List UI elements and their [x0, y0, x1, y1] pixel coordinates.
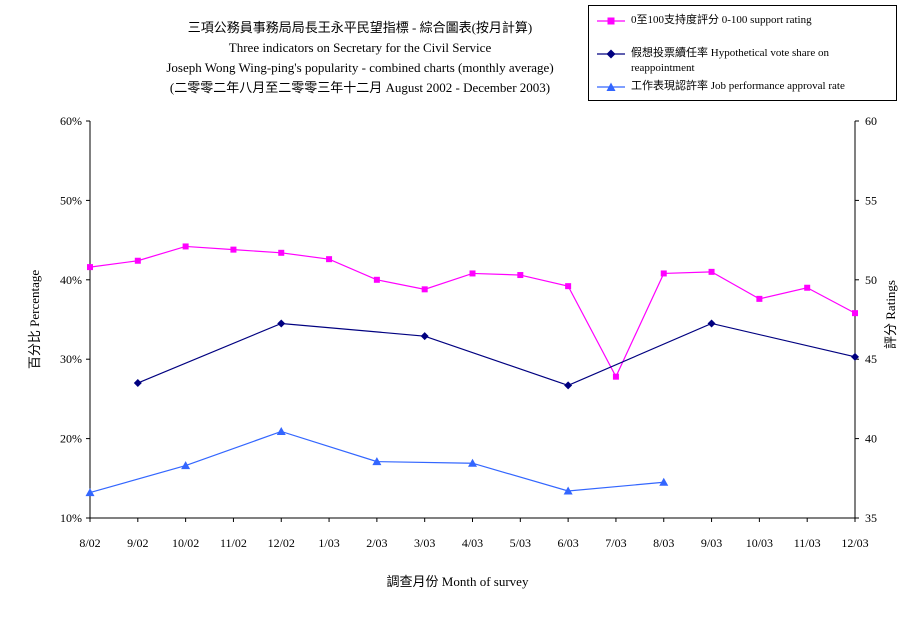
- x-tick-label: 3/03: [414, 536, 435, 550]
- y-left-tick-label: 30%: [60, 352, 82, 366]
- data-point-square: [852, 310, 858, 317]
- x-tick-label: 9/02: [127, 536, 148, 550]
- legend-label-support-rating: 0至100支持度評分 0-100 support rating: [631, 14, 812, 26]
- y-right-tick-label: 40: [865, 432, 877, 446]
- data-point-diamond: [564, 381, 573, 390]
- data-point-triangle: [372, 457, 382, 466]
- x-tick-label: 10/03: [746, 536, 773, 550]
- x-tick-label: 9/03: [701, 536, 722, 550]
- data-point-square: [87, 264, 93, 271]
- x-tick-label: 11/02: [220, 536, 247, 550]
- x-tick-label: 2/03: [366, 536, 387, 550]
- chart-legend: 0至100支持度評分 0-100 support rating 假想投票續任率 …: [588, 5, 897, 101]
- y-right-tick-label: 45: [865, 352, 877, 366]
- y-left-tick-label: 20%: [60, 432, 82, 446]
- data-point-triangle: [468, 458, 477, 467]
- chart-series: [85, 243, 859, 497]
- legend-swatch-support-rating: [597, 17, 625, 25]
- x-tick-label: 4/03: [462, 536, 483, 550]
- chart-title-line-2: Three indicators on Secretary for the Ci…: [228, 40, 492, 55]
- data-point-diamond: [851, 352, 859, 361]
- chart-axes: [86, 120, 859, 522]
- y-axis-left-title: 百分比 Percentage: [27, 270, 42, 370]
- chart-title-line-1: 三項公務員事務局局長王永平民望指標 - 綜合圖表(按月計算): [187, 20, 533, 35]
- chart-axis-labels: 10% 20% 30% 40% 50% 60% 35 40 45 50 55 60 8/02 9/02 10…: [27, 114, 898, 589]
- series-line-1: [137, 322, 856, 387]
- data-point-square: [326, 256, 333, 263]
- data-point-triangle: [276, 426, 286, 435]
- x-tick-label: 12/03: [841, 536, 868, 550]
- y-right-tick-label: 35: [865, 511, 877, 525]
- x-tick-label: 6/03: [557, 536, 578, 550]
- x-tick-label: 8/03: [653, 536, 674, 550]
- y-right-tick-label: 55: [865, 193, 877, 207]
- x-axis-title: 調查月份 Month of survey: [387, 574, 529, 589]
- data-point-square: [804, 284, 811, 291]
- legend-swatch-vote-share: [597, 49, 625, 59]
- x-tick-label: 7/03: [605, 536, 626, 550]
- data-point-square: [134, 257, 141, 264]
- chart-title-line-4: (二零零二年八月至二零零三年十二月 August 2002 - December…: [169, 80, 551, 95]
- data-point-square: [517, 272, 524, 279]
- data-point-diamond: [133, 379, 142, 388]
- y-left-tick-label: 60%: [60, 114, 82, 128]
- legend-label-vote-share: 假想投票續任率 Hypothetical vote share on reapp…: [631, 47, 829, 74]
- y-axis-right-title: 評分 Ratings: [883, 280, 898, 349]
- legend-label-approval-rate: 工作表現認許率 Job performance approval rate: [631, 80, 845, 92]
- data-point-square: [612, 373, 619, 380]
- data-point-diamond: [277, 319, 286, 328]
- data-point-triangle: [563, 486, 573, 495]
- series-2: [85, 426, 669, 497]
- x-tick-label: 5/03: [510, 536, 531, 550]
- data-point-square: [182, 243, 189, 250]
- x-tick-label: 8/02: [79, 536, 100, 550]
- data-point-square: [230, 246, 237, 253]
- data-point-square: [421, 286, 428, 293]
- x-tick-label: 1/03: [318, 536, 339, 550]
- data-point-square: [708, 268, 715, 275]
- data-point-triangle: [85, 488, 95, 497]
- data-point-diamond: [420, 332, 429, 341]
- legend-swatch-approval-rate: [597, 82, 625, 91]
- chart-title-line-3: Joseph Wong Wing-ping's popularity - com…: [166, 60, 554, 75]
- data-point-square: [756, 295, 763, 302]
- data-point-square: [373, 276, 380, 283]
- series-line-0: [89, 245, 856, 379]
- data-point-square: [278, 249, 285, 256]
- data-point-triangle: [181, 461, 191, 470]
- series-1: [133, 319, 859, 390]
- data-point-triangle: [659, 477, 669, 486]
- data-point-diamond: [707, 319, 716, 328]
- data-point-square: [565, 283, 572, 290]
- y-left-tick-label: 40%: [60, 273, 82, 287]
- y-left-tick-label: 10%: [60, 511, 82, 525]
- data-point-square: [469, 270, 476, 277]
- x-tick-label: 11/03: [794, 536, 821, 550]
- x-tick-label: 12/02: [268, 536, 295, 550]
- y-left-tick-label: 50%: [60, 193, 82, 207]
- series-0: [87, 243, 858, 380]
- y-right-tick-label: 60: [865, 114, 877, 128]
- data-point-square: [660, 270, 667, 277]
- y-right-tick-label: 50: [865, 273, 877, 287]
- x-tick-label: 10/02: [172, 536, 199, 550]
